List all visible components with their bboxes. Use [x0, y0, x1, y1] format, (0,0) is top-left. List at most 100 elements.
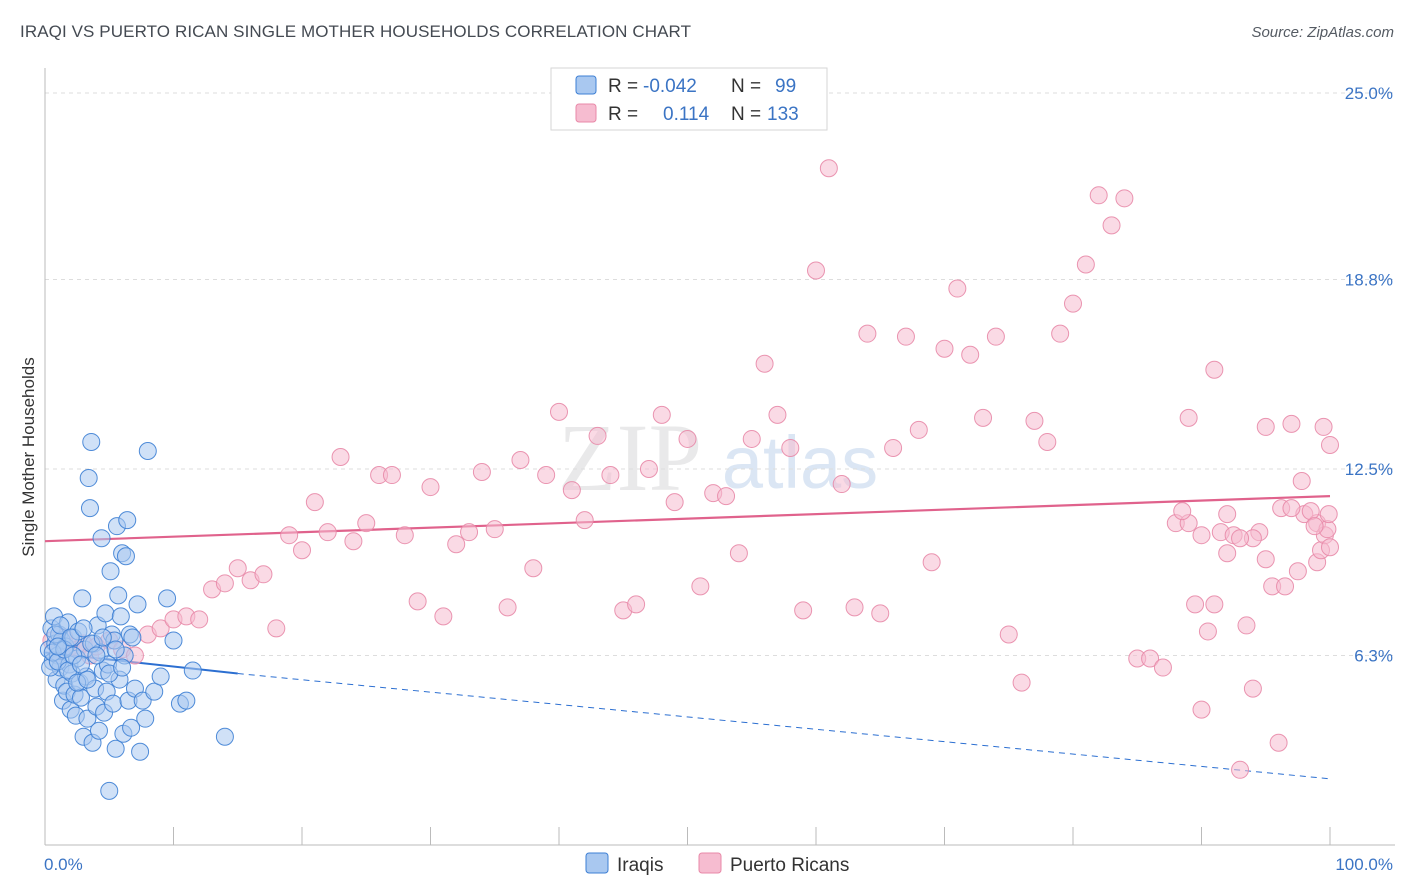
y-tick-label: 18.8%	[1345, 271, 1393, 290]
x-tick-label: 100.0%	[1335, 855, 1393, 874]
y-axis-title: Single Mother Households	[19, 357, 38, 556]
puerto-rican-point	[832, 475, 851, 494]
puerto-rican-point	[652, 405, 671, 424]
axes	[44, 68, 1395, 846]
puerto-rican-point	[1321, 435, 1339, 454]
puerto-rican-point	[151, 619, 170, 638]
iraqi-point	[87, 646, 106, 665]
puerto-rican-point	[228, 559, 247, 578]
iraqi-point	[158, 589, 177, 608]
puerto-rican-point	[1231, 529, 1250, 548]
iraqi-point	[93, 628, 112, 647]
iraqi-point	[138, 441, 157, 460]
puerto-rican-point	[1269, 733, 1288, 752]
puerto-rican-point	[1064, 294, 1082, 313]
puerto-rican-point	[1218, 544, 1237, 563]
legend-r-value-iraqi: -0.042	[643, 76, 697, 97]
iraqi-point	[145, 682, 164, 701]
puerto-rican-point	[601, 466, 620, 485]
puerto-rican-point	[1173, 502, 1192, 521]
puerto-rican-point	[215, 574, 234, 593]
puerto-rican-points	[42, 159, 1339, 779]
puerto-rican-point	[1115, 189, 1134, 208]
iraqi-point	[183, 661, 202, 680]
puerto-rican-point	[1198, 622, 1217, 641]
puerto-rican-point	[691, 577, 710, 596]
puerto-rican-point	[1141, 649, 1160, 668]
iraqi-point	[136, 709, 155, 728]
iraqi-point	[79, 469, 98, 488]
puerto-rican-point	[858, 324, 877, 343]
iraqi-point	[177, 691, 196, 710]
iraqi-point	[113, 658, 132, 677]
iraqi-point	[128, 595, 147, 614]
puerto-rican-trend-line	[44, 494, 1331, 543]
series-legend: Iraqis Puerto Ricans	[585, 852, 849, 876]
legend-n-value-puerto-rican: 133	[767, 104, 799, 125]
puerto-rican-point	[395, 526, 414, 545]
iraqi-point	[118, 511, 137, 530]
iraqi-point	[82, 432, 101, 451]
iraqi-point	[151, 667, 170, 686]
puerto-rican-point	[1243, 679, 1262, 698]
iraqi-point	[92, 529, 111, 548]
legend-r-label-puerto-rican: R =	[608, 104, 638, 125]
puerto-rican-point	[922, 553, 941, 572]
puerto-rican-point	[1256, 550, 1275, 569]
puerto-rican-point	[280, 526, 299, 545]
series-legend-swatch-iraqi	[585, 852, 609, 874]
iraqi-point	[123, 628, 142, 647]
series-legend-swatch-puerto-rican	[698, 852, 722, 874]
puerto-rican-point	[421, 478, 440, 497]
puerto-rican-point	[1292, 472, 1311, 491]
series-legend-label-iraqi: Iraqis	[617, 855, 663, 876]
puerto-rican-point	[1025, 411, 1044, 430]
iraqi-point	[215, 727, 234, 746]
iraqi-point	[101, 562, 120, 581]
puerto-rican-point	[524, 559, 543, 578]
puerto-rican-point	[447, 535, 466, 554]
puerto-rican-point	[460, 523, 479, 542]
puerto-rican-point	[511, 450, 530, 469]
puerto-rican-point	[357, 514, 376, 533]
puerto-rican-point	[1051, 324, 1070, 343]
legend-r-value-puerto-rican: 0.114	[663, 104, 710, 125]
puerto-rican-point	[562, 481, 581, 500]
puerto-rican-point	[1089, 186, 1108, 205]
iraqi-point	[122, 718, 141, 737]
puerto-rican-point	[267, 619, 286, 638]
iraqi-points	[39, 432, 234, 800]
puerto-rican-point	[1231, 760, 1250, 779]
puerto-rican-point	[1153, 658, 1172, 677]
iraqi-point	[96, 604, 115, 623]
legend-n-label-iraqi: N =	[731, 76, 761, 97]
puerto-rican-point	[1218, 505, 1237, 524]
puerto-rican-point	[845, 598, 864, 617]
puerto-rican-point	[1205, 360, 1224, 379]
iraqi-point	[116, 547, 135, 566]
legend-swatch-iraqi	[575, 75, 597, 95]
puerto-rican-point	[884, 438, 903, 457]
iraqi-point	[104, 694, 123, 713]
puerto-rican-point	[1237, 616, 1256, 635]
legend-n-label-puerto-rican: N =	[731, 104, 761, 125]
legend-r-label-iraqi: R =	[608, 76, 638, 97]
puerto-rican-point	[948, 279, 967, 298]
puerto-rican-point	[1038, 432, 1057, 451]
puerto-rican-point	[1205, 595, 1224, 614]
chart-title: IRAQI VS PUERTO RICAN SINGLE MOTHER HOUS…	[20, 22, 692, 41]
watermark-zip: ZIP	[558, 404, 702, 511]
iraqi-point	[89, 721, 108, 740]
puerto-rican-point	[1012, 673, 1031, 692]
puerto-rican-point	[318, 523, 337, 542]
iraqi-point	[106, 640, 125, 659]
puerto-rican-point	[999, 625, 1018, 644]
puerto-rican-point	[588, 426, 607, 445]
iraqi-point	[73, 589, 92, 608]
y-tick-label: 6.3%	[1354, 647, 1393, 666]
puerto-rican-point	[305, 493, 324, 512]
source-label: Source: ZipAtlas.com	[1251, 24, 1394, 41]
iraqi-point	[78, 670, 97, 689]
puerto-rican-point	[537, 466, 556, 485]
